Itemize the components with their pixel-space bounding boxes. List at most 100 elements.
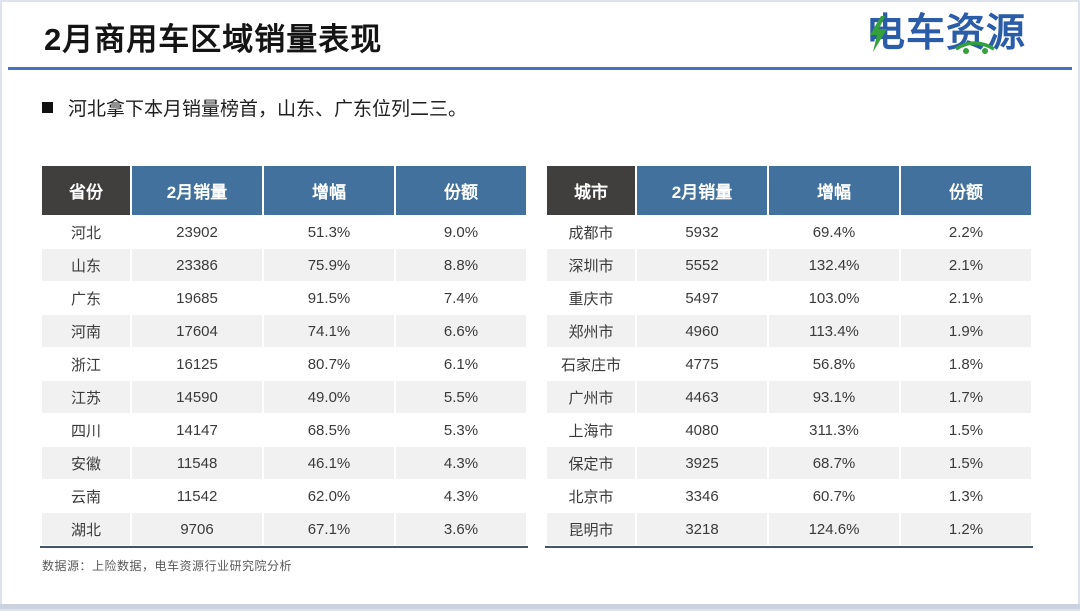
table-row: 浙江 16125 80.7% 6.1% [42,348,526,380]
table-cell: 安徽 [42,447,130,479]
table-row: 云南 11542 62.0% 4.3% [42,480,526,512]
table-cell: 132.4% [769,249,899,281]
table-row: 石家庄市 4775 56.8% 1.8% [547,348,1031,380]
title-divider [8,67,1072,70]
column-header: 省份 [42,166,130,215]
table-cell: 4960 [637,315,767,347]
column-header: 2月销量 [132,166,262,215]
table-cell: 2.2% [901,216,1031,248]
table-cell: 93.1% [769,381,899,413]
data-source-note: 数据源：上险数据，电车资源行业研究院分析 [42,559,293,573]
table-cell: 80.7% [264,348,394,380]
logo-text: 电车资源 [866,12,1026,55]
column-header: 2月销量 [637,166,767,215]
table-cell: 1.2% [901,513,1031,545]
table-header-row: 城市 2月销量 增幅 份额 [547,166,1031,215]
table-cell: 河北 [42,216,130,248]
table-cell: 68.7% [769,447,899,479]
table-cell: 广东 [42,282,130,314]
table-cell: 4.3% [396,447,526,479]
table-cell: 68.5% [264,414,394,446]
table-cell: 49.0% [264,381,394,413]
table-cell: 74.1% [264,315,394,347]
column-header: 份额 [396,166,526,215]
table-cell: 4775 [637,348,767,380]
table-cell: 60.7% [769,480,899,512]
table-cell: 75.9% [264,249,394,281]
table-cell: 4463 [637,381,767,413]
table-cell: 广州市 [547,381,635,413]
table-cell: 5.3% [396,414,526,446]
table-cell: 3.6% [396,513,526,545]
table-cell: 6.1% [396,348,526,380]
table-cell: 云南 [42,480,130,512]
table-cell: 6.6% [396,315,526,347]
table-cell: 103.0% [769,282,899,314]
table-cell: 北京市 [547,480,635,512]
logo-lightning-icon [870,16,887,52]
table-cell: 四川 [42,414,130,446]
table-cell: 14590 [132,381,262,413]
table-cell: 7.4% [396,282,526,314]
table-cell: 湖北 [42,513,130,545]
table-cell: 上海市 [547,414,635,446]
bullet-square-icon [42,102,53,113]
table-cell: 11548 [132,447,262,479]
column-header: 城市 [547,166,635,215]
table-cell: 2.1% [901,282,1031,314]
table-cell: 山东 [42,249,130,281]
ev-resource-logo: 电车资源 [866,12,1026,55]
column-header: 份额 [901,166,1031,215]
table-cell: 4080 [637,414,767,446]
table-row: 郑州市 4960 113.4% 1.9% [547,315,1031,347]
table-cell: 浙江 [42,348,130,380]
table-cell: 3925 [637,447,767,479]
table-row: 广东 19685 91.5% 7.4% [42,282,526,314]
table-cell: 5552 [637,249,767,281]
table-row: 河南 17604 74.1% 6.6% [42,315,526,347]
key-point-text: 河北拿下本月销量榜首，山东、广东位列二三。 [68,99,468,120]
table-row: 四川 14147 68.5% 5.3% [42,414,526,446]
table-cell: 5932 [637,216,767,248]
table-cell: 23902 [132,216,262,248]
table-row: 湖北 9706 67.1% 3.6% [42,513,526,545]
table-cell: 17604 [132,315,262,347]
column-header: 增幅 [264,166,394,215]
column-header: 增幅 [769,166,899,215]
table-cell: 1.7% [901,381,1031,413]
table-row: 安徽 11548 46.1% 4.3% [42,447,526,479]
logo-car-wheel-icon [963,48,969,54]
table-cell: 124.6% [769,513,899,545]
table-cell: 23386 [132,249,262,281]
table-cell: 重庆市 [547,282,635,314]
table-cell: 1.8% [901,348,1031,380]
table-cell: 4.3% [396,480,526,512]
table-cell: 56.8% [769,348,899,380]
table-cell: 14147 [132,414,262,446]
table-row: 保定市 3925 68.7% 1.5% [547,447,1031,479]
table-cell: 9.0% [396,216,526,248]
table-cell: 67.1% [264,513,394,545]
table-cell: 郑州市 [547,315,635,347]
logo-car-swoosh-icon [955,41,995,51]
table-cell: 8.8% [396,249,526,281]
table-cell: 62.0% [264,480,394,512]
table-row: 上海市 4080 311.3% 1.5% [547,414,1031,446]
city-sales-table: 城市 2月销量 增幅 份额 成都市 5932 69.4% 2.2% 深圳市 5552 132.4%… [545,165,1033,548]
table-cell: 昆明市 [547,513,635,545]
table-row: 山东 23386 75.9% 8.8% [42,249,526,281]
tables-area: 省份 2月销量 增幅 份额 河北 23902 51.3% 9.0% 山东 23386 75.9% 8… [40,165,1033,548]
table-cell: 成都市 [547,216,635,248]
table-cell: 河南 [42,315,130,347]
table-row: 江苏 14590 49.0% 5.5% [42,381,526,413]
table-cell: 深圳市 [547,249,635,281]
table-cell: 19685 [132,282,262,314]
table-row: 重庆市 5497 103.0% 2.1% [547,282,1031,314]
table-cell: 51.3% [264,216,394,248]
province-sales-table: 省份 2月销量 增幅 份额 河北 23902 51.3% 9.0% 山东 23386 75.9% 8… [40,165,528,548]
table-cell: 1.3% [901,480,1031,512]
table-row: 昆明市 3218 124.6% 1.2% [547,513,1031,545]
table-cell: 46.1% [264,447,394,479]
table-row: 成都市 5932 69.4% 2.2% [547,216,1031,248]
table-row: 深圳市 5552 132.4% 2.1% [547,249,1031,281]
